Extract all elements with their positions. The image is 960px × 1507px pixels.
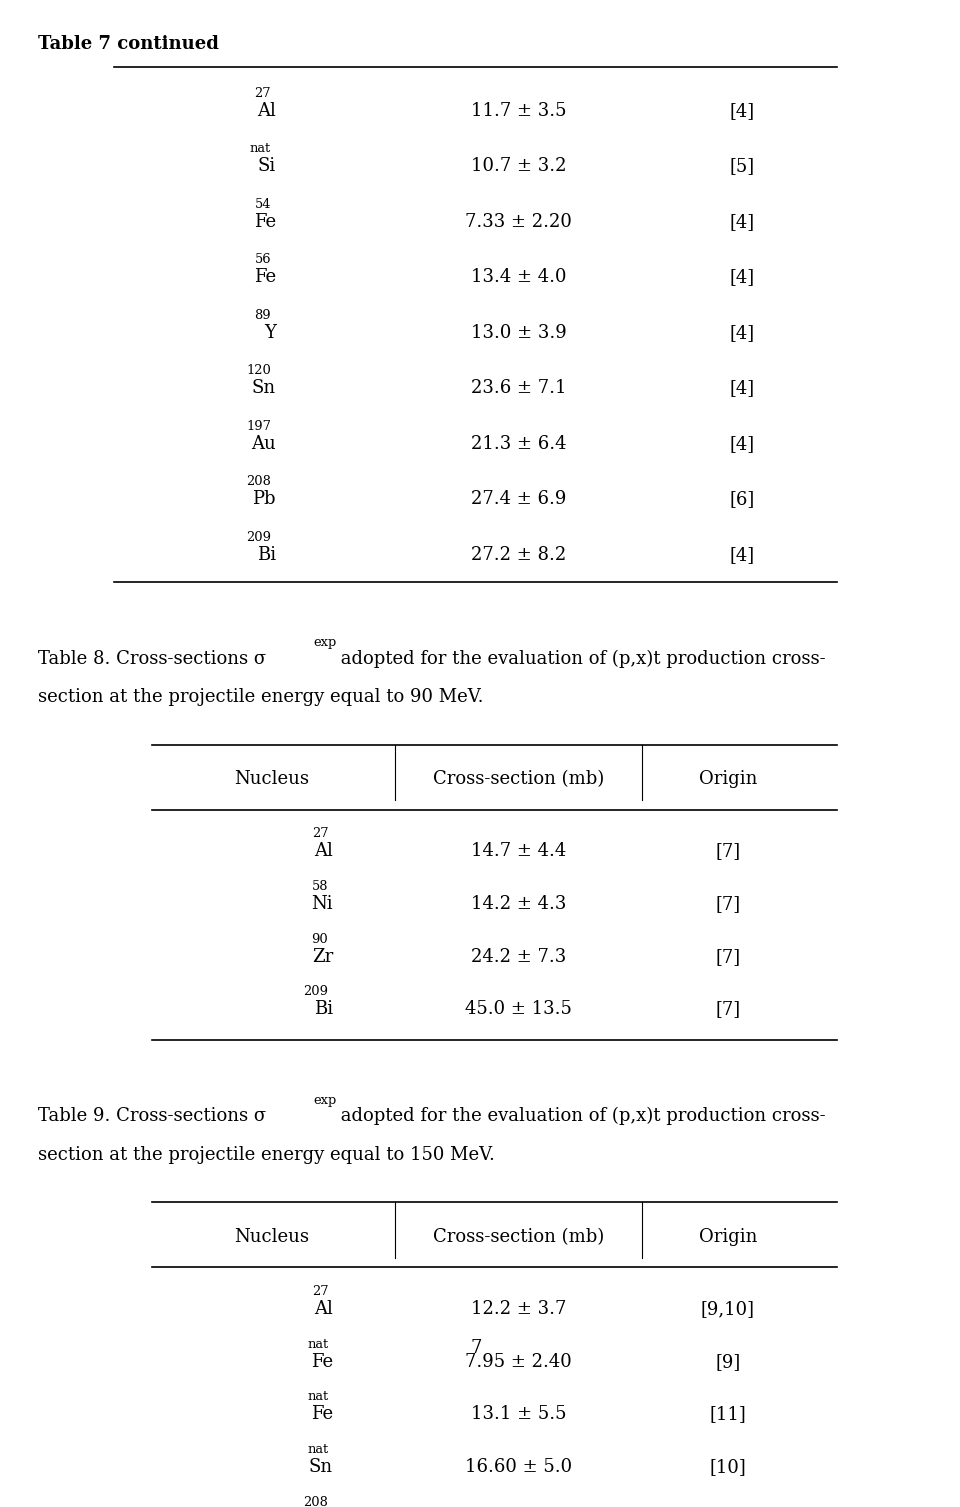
Text: [10]: [10] [709,1459,746,1475]
Text: Sn: Sn [309,1459,333,1475]
Text: [9]: [9] [715,1353,740,1371]
Text: [11]: [11] [709,1406,746,1423]
Text: nat: nat [250,142,271,155]
Text: 7: 7 [470,1338,481,1356]
Text: Fe: Fe [311,1353,333,1371]
Text: [4]: [4] [730,212,755,231]
Text: 45.0 ± 13.5: 45.0 ± 13.5 [466,1001,572,1019]
Text: 197: 197 [246,419,271,433]
Text: 13.0 ± 3.9: 13.0 ± 3.9 [470,324,566,342]
Text: 27: 27 [312,1285,328,1298]
Text: Y: Y [264,324,276,342]
Text: 24.2 ± 7.3: 24.2 ± 7.3 [471,948,566,966]
Text: [7]: [7] [715,842,740,860]
Text: 54: 54 [254,197,271,211]
Text: 14.2 ± 4.3: 14.2 ± 4.3 [470,895,566,913]
Text: [7]: [7] [715,1001,740,1019]
Text: Nucleus: Nucleus [233,770,309,788]
Text: 14.7 ± 4.4: 14.7 ± 4.4 [471,842,566,860]
Text: [4]: [4] [730,324,755,342]
Text: adopted for the evaluation of (p,x)t production cross-: adopted for the evaluation of (p,x)t pro… [335,1108,826,1126]
Text: 11.7 ± 3.5: 11.7 ± 3.5 [470,102,566,121]
Text: Bi: Bi [257,546,276,564]
Text: [4]: [4] [730,434,755,452]
Text: 208: 208 [303,1495,328,1507]
Text: Fe: Fe [253,268,276,286]
Text: Nucleus: Nucleus [233,1228,309,1246]
Text: Al: Al [257,102,276,121]
Text: section at the projectile energy equal to 90 MeV.: section at the projectile energy equal t… [38,689,484,707]
Text: nat: nat [307,1391,328,1403]
Text: [4]: [4] [730,102,755,121]
Text: Ni: Ni [311,895,333,913]
Text: 208: 208 [247,475,271,488]
Text: exp: exp [314,1094,337,1106]
Text: [4]: [4] [730,546,755,564]
Text: Bi: Bi [314,1001,333,1019]
Text: nat: nat [307,1442,328,1456]
Text: 56: 56 [254,253,271,267]
Text: 7.95 ± 2.40: 7.95 ± 2.40 [466,1353,572,1371]
Text: 13.1 ± 5.5: 13.1 ± 5.5 [470,1406,566,1423]
Text: 10.7 ± 3.2: 10.7 ± 3.2 [470,157,566,175]
Text: 27: 27 [254,87,271,99]
Text: 21.3 ± 6.4: 21.3 ± 6.4 [470,434,566,452]
Text: 27.4 ± 6.9: 27.4 ± 6.9 [470,490,566,508]
Text: [4]: [4] [730,268,755,286]
Text: 7.33 ± 2.20: 7.33 ± 2.20 [466,212,572,231]
Text: 13.4 ± 4.0: 13.4 ± 4.0 [470,268,566,286]
Text: Cross-section (mb): Cross-section (mb) [433,770,604,788]
Text: 23.6 ± 7.1: 23.6 ± 7.1 [470,380,566,398]
Text: 16.60 ± 5.0: 16.60 ± 5.0 [465,1459,572,1475]
Text: Table 9. Cross-sections σ: Table 9. Cross-sections σ [38,1108,266,1126]
Text: [5]: [5] [730,157,755,175]
Text: Sn: Sn [252,380,276,398]
Text: 58: 58 [312,880,328,894]
Text: exp: exp [314,636,337,650]
Text: Table 7 continued: Table 7 continued [38,35,219,53]
Text: Fe: Fe [253,212,276,231]
Text: 120: 120 [247,365,271,377]
Text: 12.2 ± 3.7: 12.2 ± 3.7 [470,1301,566,1319]
Text: Origin: Origin [699,770,757,788]
Text: Si: Si [257,157,276,175]
Text: Pb: Pb [252,490,276,508]
Text: [4]: [4] [730,380,755,398]
Text: 209: 209 [246,530,271,544]
Text: 27: 27 [312,827,328,841]
Text: 89: 89 [254,309,271,321]
Text: Au: Au [252,434,276,452]
Text: [7]: [7] [715,895,740,913]
Text: Al: Al [314,1301,333,1319]
Text: [7]: [7] [715,948,740,966]
Text: Table 8. Cross-sections σ: Table 8. Cross-sections σ [38,650,266,668]
Text: Zr: Zr [312,948,333,966]
Text: section at the projectile energy equal to 150 MeV.: section at the projectile energy equal t… [38,1145,495,1163]
Text: [6]: [6] [730,490,755,508]
Text: Al: Al [314,842,333,860]
Text: 209: 209 [303,986,328,998]
Text: Cross-section (mb): Cross-section (mb) [433,1228,604,1246]
Text: Fe: Fe [311,1406,333,1423]
Text: Origin: Origin [699,1228,757,1246]
Text: 27.2 ± 8.2: 27.2 ± 8.2 [471,546,566,564]
Text: adopted for the evaluation of (p,x)t production cross-: adopted for the evaluation of (p,x)t pro… [335,650,826,668]
Text: 90: 90 [311,933,328,946]
Text: [9,10]: [9,10] [701,1301,755,1319]
Text: nat: nat [307,1338,328,1350]
